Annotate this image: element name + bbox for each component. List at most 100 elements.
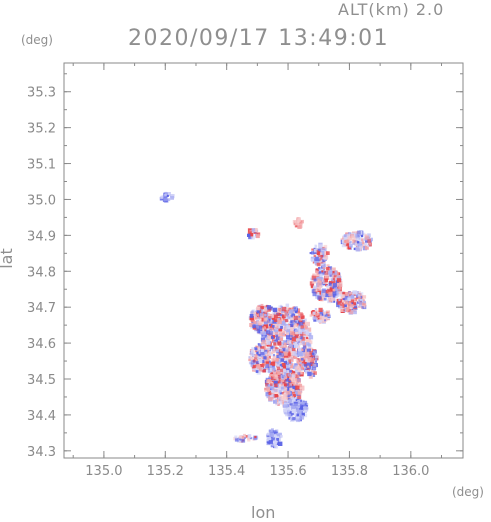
echo-pixel <box>299 336 303 340</box>
echo-pixel <box>361 298 365 301</box>
x-tick-label: 135.4 <box>208 464 245 479</box>
echo-pixel <box>315 295 319 299</box>
echo-pixel <box>276 388 281 393</box>
echo-pixel <box>332 290 337 295</box>
echo-pixel <box>302 334 307 339</box>
echo-pixel <box>349 293 352 296</box>
echo-pixel <box>301 336 306 341</box>
echo-pixel <box>362 232 366 236</box>
echo-pixel <box>343 239 347 243</box>
echo-pixel <box>284 318 289 323</box>
x-axis-label: lon <box>251 503 276 522</box>
echo-pixel <box>286 390 291 395</box>
echo-pixel <box>328 282 332 286</box>
echo-pixel <box>271 358 274 361</box>
echo-pixel <box>313 249 318 253</box>
echo-pixel <box>247 438 251 442</box>
echo-pixel <box>341 300 345 303</box>
echo-pixel <box>307 332 312 337</box>
echo-pixel <box>279 337 283 341</box>
echo-pixel <box>289 370 292 373</box>
echo-pixel <box>336 282 341 286</box>
echo-pixel <box>164 193 167 197</box>
echo-pixel <box>270 321 274 325</box>
echo-pixel <box>311 248 314 251</box>
echo-pixel <box>341 239 346 243</box>
echo-pixel <box>280 320 286 326</box>
echo-pixel <box>250 360 256 365</box>
echo-pixel <box>350 302 354 305</box>
echo-pixel <box>301 412 305 417</box>
echo-pixel <box>288 361 291 364</box>
echo-pixel <box>283 397 287 401</box>
echo-pixel <box>292 220 297 224</box>
echo-pixel <box>314 308 318 311</box>
echo-pixel <box>300 325 304 329</box>
echo-pixel <box>297 224 302 229</box>
echo-pixel <box>355 235 360 240</box>
plot-frame <box>63 62 464 459</box>
echo-pixel <box>350 299 354 303</box>
echo-pixel <box>251 367 255 371</box>
echo-pixel <box>311 310 315 314</box>
echo-pixel <box>300 386 305 391</box>
echo-pixel <box>286 366 290 371</box>
echo-pixel <box>306 329 309 332</box>
echo-pixel <box>302 320 305 323</box>
echo-pixel <box>313 285 317 289</box>
echo-pixel <box>362 302 367 307</box>
echo-pixel <box>282 339 287 344</box>
echo-pixel <box>273 346 278 351</box>
echo-pixel <box>276 438 280 441</box>
echo-pixel <box>279 378 283 383</box>
echo-pixel <box>312 354 317 358</box>
echo-pixel <box>319 266 324 271</box>
echo-pixel <box>281 383 285 387</box>
echo-pixel <box>288 383 292 387</box>
echo-pixel <box>359 233 362 236</box>
echo-pixel <box>364 235 369 240</box>
echo-pixel <box>267 325 271 329</box>
echo-pixel <box>273 342 277 346</box>
echo-pixel <box>241 435 245 439</box>
echo-pixel <box>288 416 292 420</box>
echo-pixel <box>290 397 295 402</box>
echo-pixel <box>365 239 369 243</box>
echo-pixel <box>272 434 276 438</box>
echo-pixel <box>304 361 309 366</box>
echo-pixel <box>319 271 324 276</box>
echo-pixel <box>270 444 274 448</box>
echo-pixel <box>160 195 164 199</box>
echo-pixel <box>291 378 296 382</box>
echo-pixel <box>274 344 277 348</box>
echo-pixel <box>286 364 290 369</box>
echo-pixel <box>289 327 294 333</box>
echo-pixel <box>275 358 279 362</box>
echo-pixel <box>321 263 326 268</box>
echo-pixel <box>266 353 270 357</box>
echo-pixel <box>311 313 314 316</box>
echo-pixel <box>277 433 280 436</box>
echo-pixel <box>296 341 301 346</box>
echo-pixel <box>261 363 265 367</box>
echo-pixel <box>367 239 371 243</box>
echo-pixel <box>284 348 289 353</box>
echo-pixel <box>298 347 302 352</box>
echo-pixel <box>313 254 316 257</box>
y-tick-label: 34.5 <box>27 373 56 388</box>
echo-pixel <box>264 351 268 355</box>
echo-pixel <box>333 271 337 276</box>
echo-pixel <box>345 300 348 303</box>
echo-region <box>282 397 309 423</box>
echo-pixel <box>361 238 364 242</box>
echo-pixel <box>311 373 316 377</box>
echo-pixel <box>263 318 268 322</box>
echo-pixel <box>260 303 264 307</box>
echo-pixel <box>337 290 342 295</box>
echo-pixel <box>316 262 321 267</box>
echo-pixel <box>320 255 323 258</box>
echo-pixel <box>266 379 270 382</box>
echo-pixel <box>286 349 291 355</box>
echo-pixel <box>268 370 273 374</box>
echo-pixel <box>340 294 343 297</box>
